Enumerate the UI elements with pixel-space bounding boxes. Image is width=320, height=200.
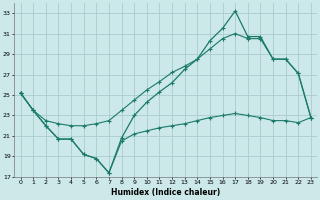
X-axis label: Humidex (Indice chaleur): Humidex (Indice chaleur) <box>111 188 220 197</box>
